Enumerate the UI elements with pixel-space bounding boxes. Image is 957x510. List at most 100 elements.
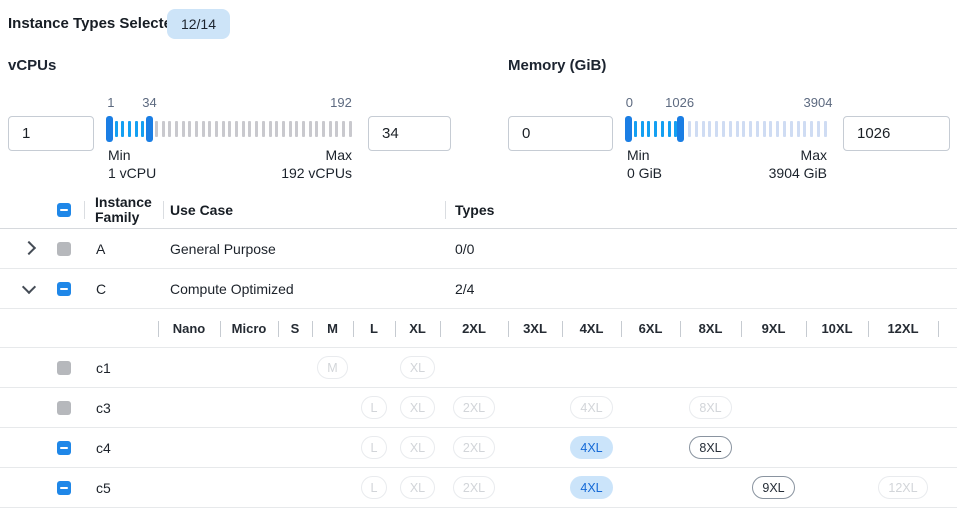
selected-count-badge: 12/14 [167, 9, 230, 39]
size-column-divider [868, 321, 869, 337]
slider-tick [228, 121, 232, 137]
size-pill-l-disabled: L [360, 436, 388, 459]
size-column-divider [806, 321, 807, 337]
slider-tick [674, 121, 678, 137]
slider-low-label: 1 [107, 95, 115, 110]
size-column-label: 4XL [579, 320, 604, 336]
slider-handle-low[interactable] [624, 116, 632, 142]
size-pill-m-disabled: M [317, 356, 348, 379]
size-column-label: 2XL [462, 320, 486, 336]
size-cell-2xl: 2XL [440, 388, 508, 427]
slider-handle-high[interactable] [146, 116, 154, 142]
size-pill-8xl-available[interactable]: 8XL [689, 436, 732, 459]
column-header-use-case: Use Case [170, 201, 234, 218]
slider-min-caption: Min 1 vCPU [108, 147, 157, 181]
size-pill-xl-disabled: XL [399, 436, 436, 459]
size-pill-4xl-selected[interactable]: 4XL [570, 436, 613, 459]
size-cell-l: L [353, 468, 395, 507]
size-pill-xl-disabled: XL [399, 356, 436, 379]
slider-tick [769, 121, 773, 137]
column-divider [445, 201, 446, 219]
size-cell-8xl: 8XL [680, 388, 741, 427]
instance-row-c1: c1 M XL [0, 348, 957, 388]
size-cell-xl: XL [395, 468, 440, 507]
size-cell-xl: XL [395, 428, 440, 467]
range-slider[interactable]: 0 1026 3904 Min 0 GiB Max 3904 GiB [624, 95, 832, 181]
size-cell-xl: XL [395, 388, 440, 427]
slider-tick [701, 121, 705, 137]
filter-title: vCPUs [8, 57, 57, 74]
slider-minmax: Min 1 vCPU Max 192 vCPUs [108, 146, 352, 182]
slider-tick [194, 121, 198, 137]
size-column-divider [680, 321, 681, 337]
indeterminate-checkbox[interactable] [57, 440, 71, 455]
range-min-input[interactable] [8, 116, 94, 151]
slider-tick [154, 121, 158, 137]
slider-handle-low[interactable] [105, 116, 113, 142]
slider-tick [128, 121, 132, 137]
slider-tick [295, 121, 299, 137]
slider-tick [654, 121, 658, 137]
slider-tick [823, 121, 827, 137]
family-name: C [96, 280, 107, 297]
size-column-label: 9XL [761, 320, 786, 336]
range-min-input[interactable] [508, 116, 613, 151]
slider-tick [188, 121, 192, 137]
range-slider[interactable]: 1 34 192 Min 1 vCPU Max 192 vCPUs [105, 95, 352, 182]
indeterminate-checkbox[interactable] [57, 480, 71, 495]
size-column-header-10xl: 10XL [806, 309, 868, 347]
instance-row-c5: c5 L XL 2XL 4XL 9XL 12XL [0, 468, 957, 508]
instance-family-name: c4 [96, 439, 111, 456]
range-max-input[interactable] [843, 116, 950, 151]
selected-count-label: Instance Types Selected: [8, 15, 187, 32]
slider-tick [261, 121, 265, 137]
size-pill-4xl-disabled: 4XL [570, 396, 613, 419]
slider-tick [803, 121, 807, 137]
size-pill-l-disabled: L [360, 476, 388, 499]
chevron-right-icon[interactable] [21, 240, 37, 255]
slider-max-caption: Max 192 vCPUs [281, 147, 352, 181]
slider-tick [241, 121, 245, 137]
size-column-header-l: L [353, 309, 395, 347]
size-column-header-12xl: 12XL [868, 309, 938, 347]
slider-tick [728, 121, 732, 137]
disabled-checkbox [57, 360, 71, 375]
range-max-input[interactable] [368, 116, 451, 151]
slider-tick [742, 121, 746, 137]
family-row-a: A General Purpose 0/0 [0, 229, 957, 269]
size-column-divider [508, 321, 509, 337]
size-column-divider [440, 321, 441, 337]
types-count: 0/0 [455, 240, 475, 257]
slider-max-label: 192 [330, 95, 352, 110]
size-column-divider [353, 321, 354, 337]
slider-tick [114, 121, 118, 137]
size-pill-2xl-disabled: 2XL [452, 436, 496, 459]
indeterminate-checkbox[interactable] [57, 202, 71, 217]
size-cell-8xl: 8XL [680, 428, 741, 467]
size-column-header-micro: Micro [220, 309, 278, 347]
slider-ticks [108, 115, 352, 143]
slider-handle-high[interactable] [676, 116, 684, 142]
indeterminate-checkbox[interactable] [57, 281, 71, 296]
chevron-down-icon[interactable] [21, 279, 37, 294]
slider-tick [633, 121, 637, 137]
column-divider [84, 201, 85, 219]
slider-ticks [627, 115, 827, 143]
slider-high-label: 1026 [665, 95, 695, 110]
size-pill-4xl-selected[interactable]: 4XL [570, 476, 613, 499]
slider-tick [688, 121, 692, 137]
slider-tick [708, 121, 712, 137]
column-header-instance-family: Instance Family [95, 194, 152, 225]
size-column-divider [278, 321, 279, 337]
slider-tick [215, 121, 218, 137]
size-cell-2xl: 2XL [440, 428, 508, 467]
slider-tick [301, 121, 305, 137]
size-pill-9xl-available[interactable]: 9XL [752, 476, 795, 499]
size-pill-2xl-disabled: 2XL [452, 476, 496, 499]
instance-family-name: c5 [96, 479, 111, 496]
size-column-divider [562, 321, 563, 337]
slider-tick [288, 121, 292, 137]
size-column-divider [741, 321, 742, 337]
size-column-header-3xl: 3XL [508, 309, 562, 347]
